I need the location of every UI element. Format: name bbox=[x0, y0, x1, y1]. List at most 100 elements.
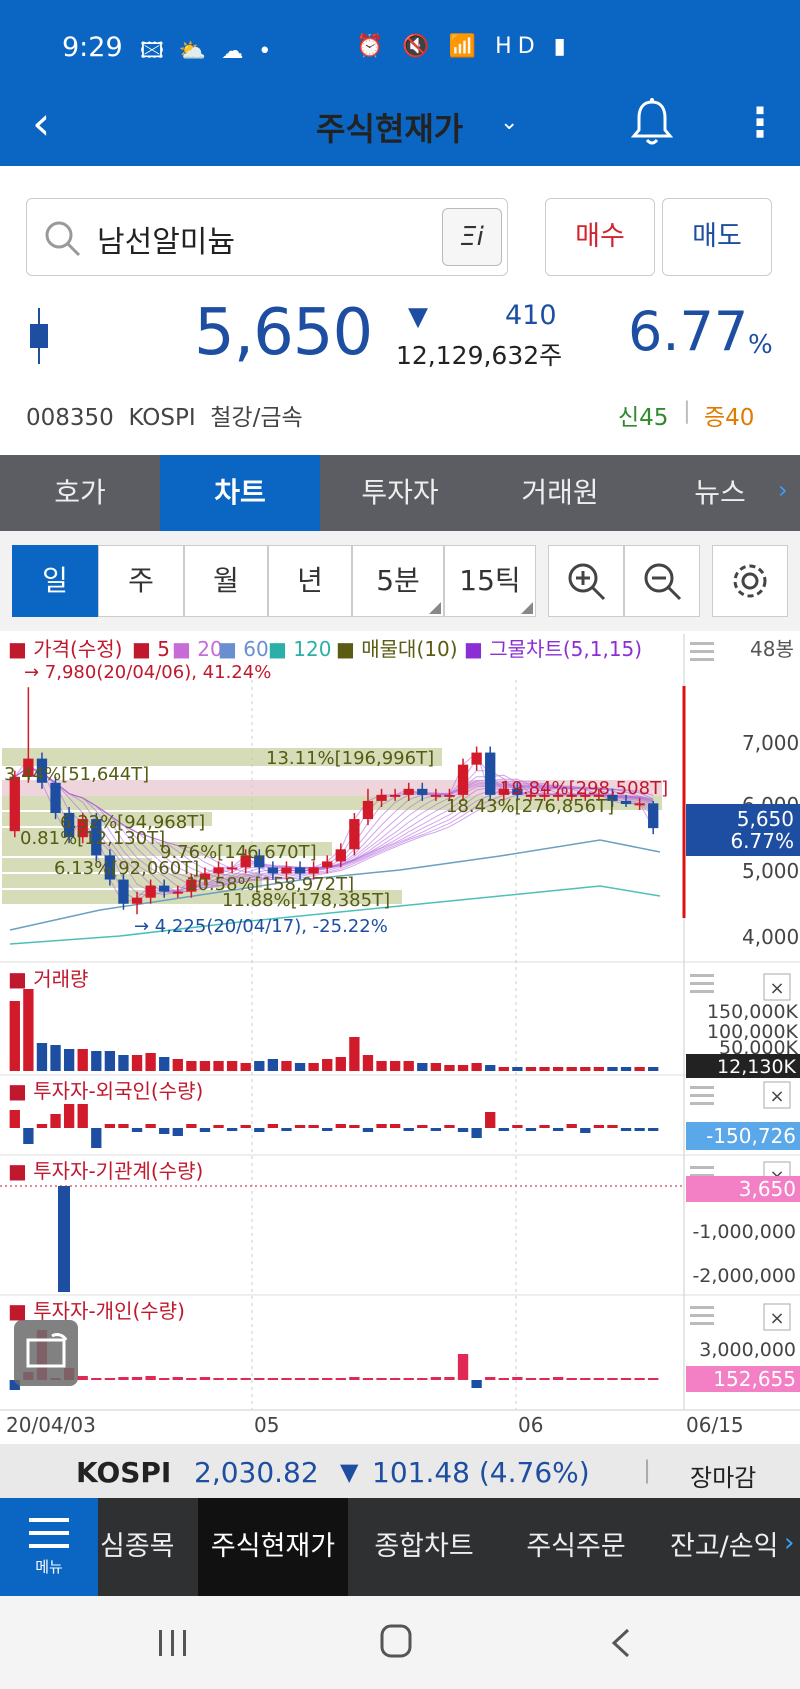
candle bbox=[172, 885, 183, 898]
volume-bar bbox=[403, 1061, 414, 1071]
legend-ma60: ■ 60 bbox=[218, 637, 269, 661]
volume-bar bbox=[294, 1063, 306, 1071]
period-month[interactable]: 월 bbox=[184, 545, 268, 617]
volume-bar bbox=[607, 1067, 618, 1071]
candle bbox=[552, 788, 564, 801]
chart-settings-button[interactable] bbox=[712, 545, 788, 617]
period-week[interactable]: 주 bbox=[98, 545, 184, 617]
panel-menu-icon[interactable] bbox=[690, 1086, 714, 1105]
foreign-bar bbox=[403, 1128, 414, 1131]
volume-bar bbox=[91, 1051, 102, 1071]
foreign-bar bbox=[580, 1128, 591, 1133]
candle bbox=[539, 788, 550, 801]
candlesticks bbox=[9, 687, 659, 915]
panel-menu-icon[interactable] bbox=[690, 974, 714, 993]
index-name: KOSPI bbox=[76, 1456, 172, 1489]
current-price: 5,650 bbox=[194, 296, 373, 370]
more-icon[interactable]: ⋮ bbox=[740, 100, 780, 146]
recent-apps-icon[interactable] bbox=[155, 1626, 191, 1660]
candle bbox=[593, 788, 605, 801]
foreign-bar bbox=[91, 1128, 102, 1148]
candle bbox=[525, 788, 537, 801]
foreign-bar bbox=[186, 1124, 197, 1128]
close-panel-icon[interactable]: × bbox=[763, 1081, 791, 1109]
individual-bar bbox=[131, 1377, 143, 1380]
index-bar[interactable] bbox=[0, 1444, 800, 1498]
tab-broker[interactable]: 거래원 bbox=[521, 476, 599, 509]
panel-menu-icon[interactable] bbox=[690, 1306, 714, 1325]
chevron-right-icon[interactable]: › bbox=[784, 1528, 795, 1558]
home-icon[interactable] bbox=[378, 1622, 414, 1660]
tab-investor[interactable]: 투자자 bbox=[361, 476, 439, 509]
market-status: 장마감 bbox=[690, 1464, 757, 1492]
bong-count: 48봉 bbox=[750, 637, 794, 661]
close-panel-icon[interactable]: × bbox=[763, 973, 791, 1001]
tab-news[interactable]: 뉴스 bbox=[694, 476, 746, 509]
nav-total-chart[interactable]: 종합차트 bbox=[374, 1531, 474, 1562]
stock-chart[interactable]: ■ 가격(수정) ■ 5 ■ 20 ■ 60 ■ 120 ■ 매물대(10) ■… bbox=[0, 634, 800, 1444]
buy-button[interactable]: 매수 bbox=[545, 198, 655, 276]
individual-bar bbox=[172, 1377, 183, 1380]
vp-label: 9.76%[146,670T] bbox=[160, 842, 317, 863]
candle bbox=[457, 758, 469, 801]
individual-bar bbox=[430, 1377, 442, 1380]
candle bbox=[281, 861, 292, 880]
candle bbox=[471, 746, 482, 771]
close-panel-icon[interactable]: × bbox=[763, 1303, 791, 1331]
period-5min[interactable]: 5분 bbox=[352, 545, 444, 617]
stock-info: 008350 KOSPI 철강/금속 bbox=[26, 398, 303, 432]
svg-text:×: × bbox=[769, 978, 784, 999]
period-year[interactable]: 년 bbox=[268, 545, 352, 617]
divider: | bbox=[643, 1456, 652, 1484]
bell-icon[interactable] bbox=[630, 96, 674, 150]
toggle-floating-button[interactable] bbox=[14, 1320, 78, 1386]
individual-bar bbox=[349, 1377, 360, 1380]
page-title[interactable]: 주식현재가 bbox=[316, 110, 464, 148]
chevron-right-icon[interactable]: › bbox=[778, 476, 788, 504]
foreign-bar bbox=[607, 1125, 618, 1128]
candle bbox=[335, 843, 346, 868]
nav-interest[interactable]: 심종목 bbox=[100, 1531, 175, 1562]
volume-bar bbox=[199, 1061, 211, 1071]
stock-search-input[interactable]: 남선알미늄 bbox=[26, 198, 508, 276]
stock-list-button[interactable]: Ξi bbox=[442, 208, 502, 266]
menu-button[interactable]: 메뉴 bbox=[0, 1498, 98, 1596]
volume-bar bbox=[634, 1067, 645, 1071]
chevron-down-icon[interactable]: ⌄ bbox=[500, 110, 519, 135]
zoom-out-button[interactable] bbox=[624, 545, 700, 617]
nav-order[interactable]: 주식주문 bbox=[526, 1531, 626, 1562]
volume-bar bbox=[104, 1051, 116, 1071]
tab-chart[interactable]: 차트 bbox=[160, 455, 320, 531]
nav-balance[interactable]: 잔고/손익 bbox=[670, 1531, 779, 1562]
bottom-menu-bar bbox=[0, 1498, 800, 1596]
index-change: 101.48 (4.76%) bbox=[372, 1456, 590, 1489]
foreign-bar bbox=[648, 1128, 659, 1131]
back-nav-icon[interactable] bbox=[608, 1626, 634, 1660]
back-icon[interactable]: ‹ bbox=[32, 96, 51, 150]
individual-bar bbox=[281, 1378, 292, 1380]
individual-axis-label: 3,000,000 bbox=[699, 1339, 796, 1361]
foreign-bar bbox=[104, 1124, 116, 1128]
panel-menu-icon[interactable] bbox=[690, 642, 714, 661]
volume-bar bbox=[620, 1067, 632, 1071]
candle bbox=[213, 861, 224, 880]
period-15tick[interactable]: 15틱 bbox=[444, 545, 536, 617]
volume-bar bbox=[389, 1061, 401, 1071]
individual-bar bbox=[308, 1378, 319, 1380]
volume-bar bbox=[485, 1065, 496, 1071]
status-time: 9:29 bbox=[62, 32, 123, 63]
tab-orderbook[interactable]: 호가 bbox=[54, 476, 106, 509]
volume-bar bbox=[23, 989, 34, 1071]
foreign-bar bbox=[63, 1104, 75, 1128]
divider: | bbox=[683, 398, 691, 424]
volume-profile-band bbox=[2, 812, 212, 826]
foreign-bar bbox=[240, 1125, 251, 1128]
nav-current-price[interactable]: 주식현재가 bbox=[198, 1498, 348, 1596]
sell-button[interactable]: 매도 bbox=[662, 198, 772, 276]
individual-bar bbox=[240, 1378, 251, 1380]
zoom-in-button[interactable] bbox=[548, 545, 624, 617]
period-day[interactable]: 일 bbox=[12, 545, 98, 617]
legend-ma120: ■ 120 bbox=[268, 637, 331, 661]
individual-bar bbox=[498, 1378, 509, 1380]
candle bbox=[186, 873, 197, 898]
